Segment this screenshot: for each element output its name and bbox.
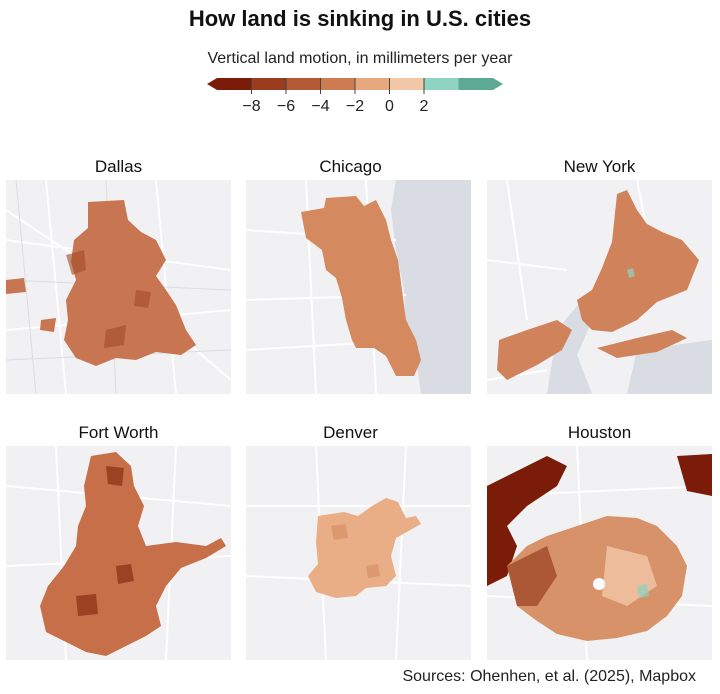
legend-swatch [424, 78, 459, 90]
legend-swatch [320, 78, 356, 90]
legend-tick-label: 0 [385, 98, 394, 115]
chart-title: How land is sinking in U.S. cities [188, 6, 532, 31]
map-chicago [246, 180, 471, 394]
subsidence-area-new-york [577, 190, 699, 332]
map-dallas [6, 180, 231, 394]
legend-swatch [251, 78, 287, 90]
legend-swatch [217, 78, 252, 90]
subsidence-area-fort-worth [40, 452, 226, 656]
legend-swatch [458, 78, 494, 90]
city-title-denver: Denver [323, 423, 378, 442]
map-denver [246, 446, 471, 660]
subsidence-area-chicago [301, 196, 421, 376]
subsidence-area-houston-severe [487, 456, 567, 586]
color-legend: −8 −6 −4 −2 0 2 [207, 78, 503, 115]
legend-swatch [286, 78, 321, 90]
legend-swatch [389, 78, 425, 90]
legend-tick-label: −8 [242, 98, 260, 115]
subsidence-area-dallas [64, 200, 196, 366]
city-title-dallas: Dallas [94, 157, 143, 176]
map-fort-worth [6, 446, 231, 660]
subsidence-area-denver [308, 498, 421, 598]
legend-swatch [355, 78, 390, 90]
sources-note: Sources: Ohenhen, et al. (2025), Mapbox [402, 668, 696, 685]
legend-arrow-right [493, 78, 503, 90]
map-new-york [487, 180, 712, 394]
legend-tick-label: 2 [420, 98, 429, 115]
city-title-chicago: Chicago [319, 157, 382, 176]
city-title-new-york: New York [563, 157, 636, 176]
legend-tick-label: −2 [346, 98, 364, 115]
legend-arrow-left [207, 78, 217, 90]
legend-label: Vertical land motion, in millimeters per… [207, 50, 513, 67]
city-title-fort-worth: Fort Worth [78, 423, 159, 442]
legend-tick-label: −6 [277, 98, 295, 115]
legend-tick-label: −4 [311, 98, 329, 115]
map-houston [487, 446, 712, 660]
city-title-houston: Houston [567, 423, 632, 442]
